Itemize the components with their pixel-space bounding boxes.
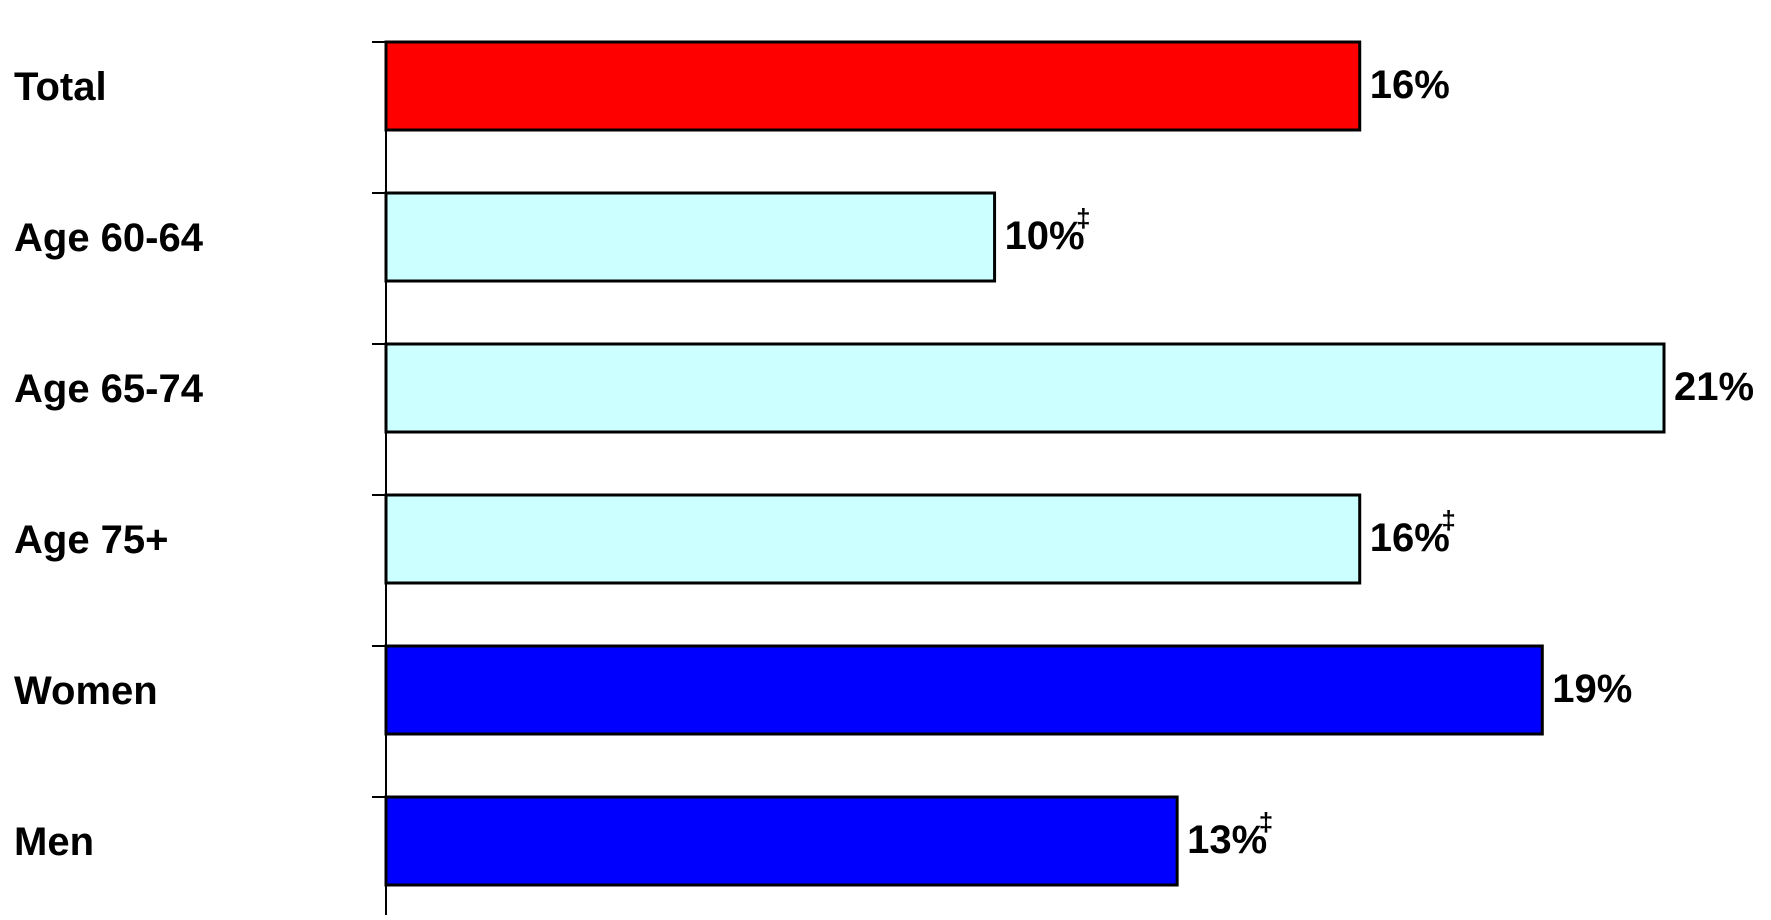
labels-layer: Total 16%Age 60-64 10%‡Age 65-74 21%Age 75+… <box>14 63 1754 864</box>
bar <box>384 40 1362 132</box>
axis-layer <box>372 41 387 915</box>
bar <box>384 342 1666 434</box>
category-label: Age 65-74 <box>14 367 204 411</box>
bar <box>384 644 1544 736</box>
bar <box>384 493 1362 585</box>
footnote-mark: ‡ <box>1441 505 1455 535</box>
category-label: Women <box>14 669 158 713</box>
data-label: 16% <box>1370 63 1450 107</box>
data-label: 13% <box>1187 818 1267 862</box>
bars-layer <box>384 40 1666 887</box>
data-label: 10% <box>1005 214 1085 258</box>
category-label: Total <box>14 65 107 109</box>
footnote-mark: ‡ <box>1076 203 1090 233</box>
category-label: Age 75+ <box>14 518 169 562</box>
category-label: Men <box>14 820 94 864</box>
category-label: Age 60-64 <box>14 216 204 260</box>
data-label: 21% <box>1674 365 1754 409</box>
bar <box>384 191 997 283</box>
footnote-mark: ‡ <box>1259 807 1273 837</box>
data-label: 19% <box>1552 667 1632 711</box>
bar <box>384 795 1179 887</box>
data-label: 16% <box>1370 516 1450 560</box>
